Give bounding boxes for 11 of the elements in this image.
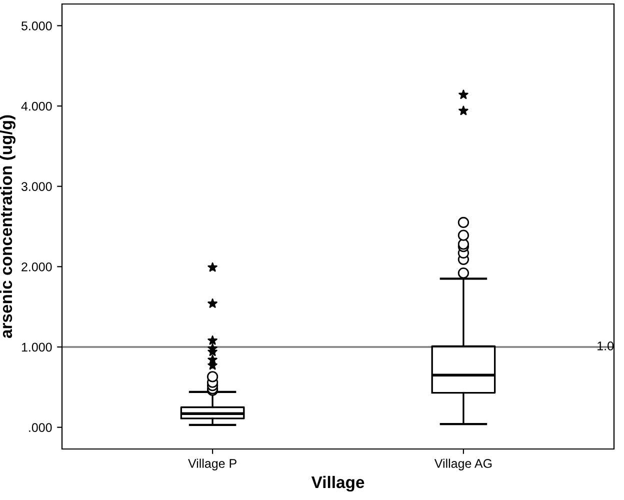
y-tick-label: 3.000 — [21, 182, 52, 191]
y-axis-title: arsenic concentration (ug/g) — [0, 115, 16, 338]
ref-line-label: 1.0 — [598, 341, 614, 350]
y-tick-label: 2.000 — [22, 262, 52, 272]
y-tick-label: .000 — [29, 423, 52, 432]
y-tick-label: 5.000 — [22, 21, 52, 30]
x-tick-label: Village P — [188, 458, 236, 470]
y-tick-label: 4.000 — [21, 102, 52, 111]
x-axis-title: Village — [311, 476, 364, 492]
x-tick-label: Village AG — [434, 458, 492, 470]
y-tick-label: 1.000 — [22, 342, 52, 352]
